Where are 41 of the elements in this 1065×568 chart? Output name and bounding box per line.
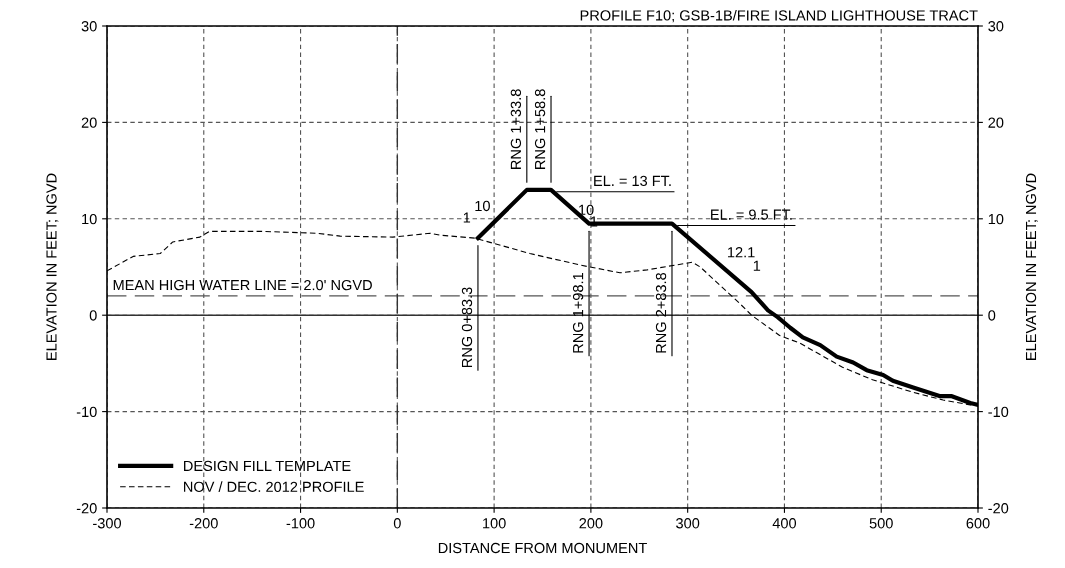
x-tick-label: 500 [869, 518, 893, 529]
x-tick-label: -100 [286, 518, 315, 529]
annotation: RNG 1+98.1 [572, 273, 584, 353]
legend-label: NOV / DEC. 2012 PROFILE [184, 481, 364, 492]
ref-line-label: MEAN HIGH WATER LINE = 2.0' NGVD [113, 279, 372, 291]
y-tick-label: -10 [76, 406, 97, 418]
y-tick-label: 10 [82, 213, 97, 225]
x-tick-label: 0 [393, 518, 401, 529]
y2-tick-label: 30 [988, 21, 1004, 32]
y2-tick-label: -10 [988, 406, 1009, 418]
chart-title: PROFILE F10; GSB-1B/FIRE ISLAND LIGHTHOUSE TRACT [580, 9, 978, 23]
annotation: RNG 0+83.3 [461, 287, 473, 368]
y-axis-title: ELEVATION IN FEET; NGVD [46, 173, 59, 360]
annotation: 1 [753, 260, 761, 271]
x-axis-title: DISTANCE FROM MONUMENT [438, 542, 647, 554]
annotation: 10 [475, 200, 490, 212]
annotation: RNG 1+58.8 [534, 89, 546, 169]
y2-tick-label: -20 [988, 503, 1009, 514]
x-tick-label: 100 [483, 518, 506, 529]
x-tick-label: 300 [676, 518, 700, 529]
annotation: EL. = 9.5 FT. [711, 209, 792, 220]
annotation: RNG 2+83.8 [655, 272, 667, 353]
x-tick-label: 200 [579, 518, 603, 529]
y2-tick-label: 10 [988, 213, 1004, 225]
y-tick-label: 0 [89, 310, 97, 321]
x-tick-label: 600 [966, 518, 990, 529]
legend-label: DESIGN FILL TEMPLATE [184, 460, 351, 472]
y2-tick-label: 0 [988, 310, 996, 321]
y-tick-label: -20 [76, 503, 97, 514]
annotation: 10 [579, 204, 594, 215]
x-tick-label: 400 [772, 518, 797, 529]
y2-axis-title: ELEVATION IN FEET; NGVD [1025, 173, 1038, 360]
x-tick-label: -200 [189, 518, 218, 529]
y2-tick-label: 20 [988, 117, 1004, 128]
annotation: EL. = 13 FT. [594, 175, 671, 187]
annotation: RNG 1+33.8 [510, 89, 522, 169]
annotation: 12.1 [728, 247, 755, 258]
annotation: 1 [463, 212, 471, 223]
y-tick-label: 20 [81, 117, 97, 128]
x-tick-label: -300 [93, 518, 122, 529]
y-tick-label: 30 [81, 21, 97, 32]
